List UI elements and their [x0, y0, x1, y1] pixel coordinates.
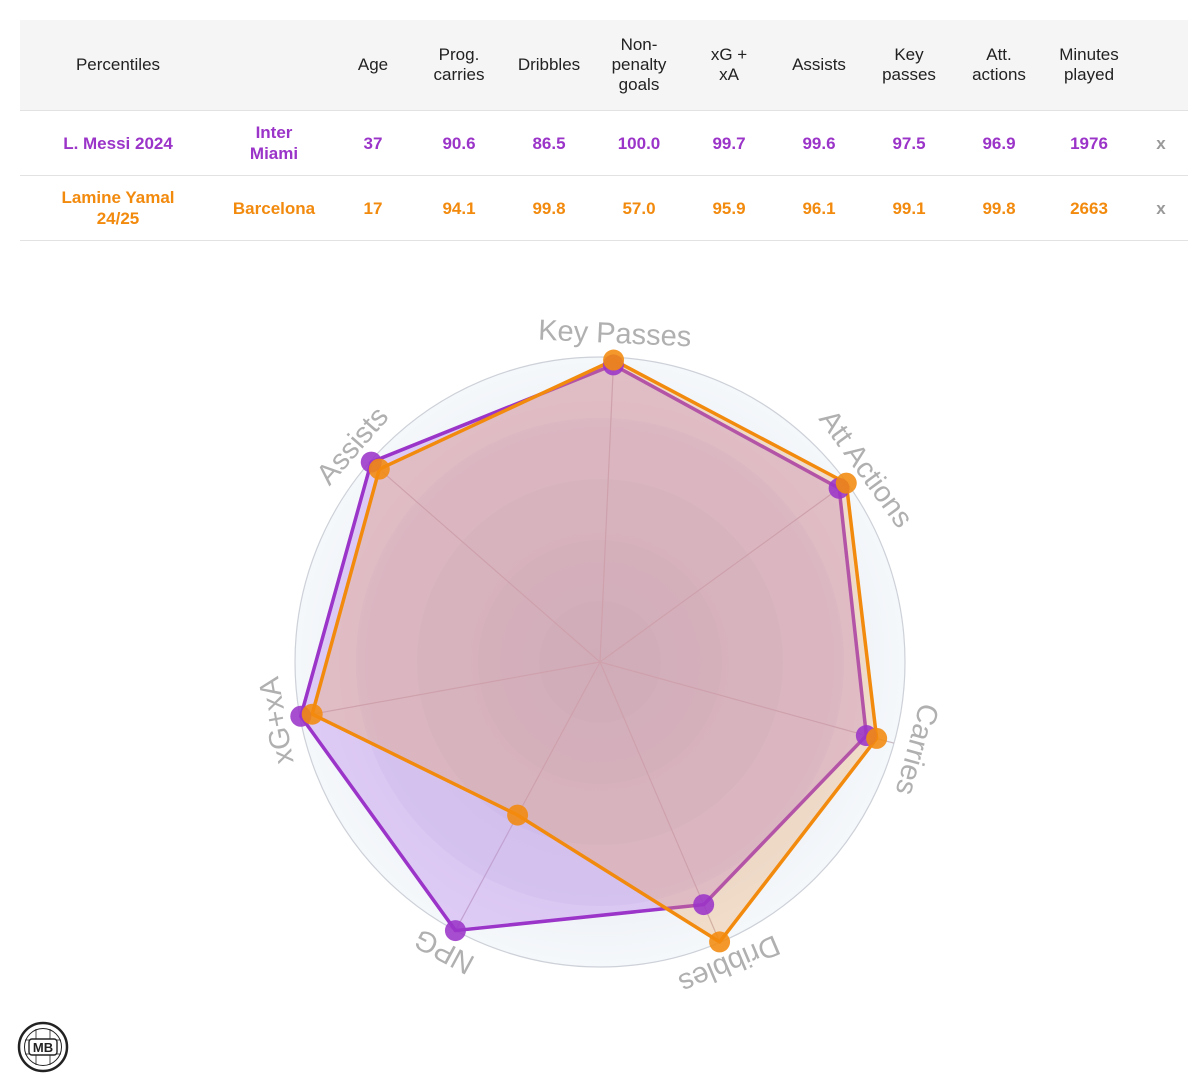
radar-point-series-2 — [835, 472, 857, 494]
radar-point-series-2 — [709, 931, 731, 953]
stat-minutes-played: 1976 — [1044, 110, 1134, 176]
header-age: Age — [357, 55, 389, 74]
player-name: Lamine Yamal 24/25 — [20, 175, 216, 241]
stat-prog-carries: 90.6 — [414, 110, 504, 176]
header-key-passes: Key passes — [882, 45, 936, 84]
logo-text: MB — [33, 1040, 53, 1055]
radar-point-series-1 — [693, 894, 715, 916]
stat-xg-xa: 95.9 — [684, 175, 774, 241]
stat-dribbles: 99.8 — [504, 175, 594, 241]
stat-key-passes: 97.5 — [864, 110, 954, 176]
stats-table: Percentiles Age Prog. carries Dribbles Non-pe… — [20, 20, 1188, 241]
header-xg-xa: xG + xA — [710, 45, 748, 84]
team-name: Barcelona — [216, 175, 332, 241]
radar-point-series-1 — [444, 920, 466, 942]
remove-row-button[interactable]: x — [1134, 175, 1188, 241]
radar-point-series-2 — [368, 458, 390, 480]
stat-xg-xa: 99.7 — [684, 110, 774, 176]
radar-point-series-2 — [866, 727, 888, 749]
header-dribbles: Dribbles — [517, 55, 581, 74]
radar-point-series-2 — [603, 349, 625, 371]
team-name: Inter Miami — [216, 110, 332, 176]
table-row: L. Messi 2024 Inter Miami 37 90.6 86.5 100.0 99… — [20, 110, 1188, 176]
stat-assists: 96.1 — [774, 175, 864, 241]
header-percentiles: Percentiles — [75, 55, 161, 74]
radar-spoke — [454, 661, 601, 931]
radar-series-layer — [290, 349, 888, 953]
radar-spoke — [369, 460, 601, 663]
header-att-actions: Att. actions — [972, 45, 1026, 84]
radar-spoke — [299, 661, 601, 718]
table-header-row: Percentiles Age Prog. carries Dribbles Non-pe… — [20, 20, 1188, 111]
stat-age: 37 — [332, 110, 414, 176]
radar-spoke — [599, 661, 895, 744]
radar-area-series-2 — [310, 358, 879, 944]
table-row: Lamine Yamal 24/25 Barcelona 17 94.1 99.8 57.0… — [20, 175, 1188, 241]
stat-prog-carries: 94.1 — [414, 175, 504, 241]
radar-spoke — [599, 482, 848, 663]
radar-spoke — [599, 357, 615, 663]
remove-row-button[interactable]: x — [1134, 110, 1188, 176]
stat-npg: 57.0 — [594, 175, 684, 241]
stat-key-passes: 99.1 — [864, 175, 954, 241]
stat-assists: 99.6 — [774, 110, 864, 176]
stat-npg: 100.0 — [594, 110, 684, 176]
header-npg: Non-penalty goals — [611, 35, 667, 94]
stat-dribbles: 86.5 — [504, 110, 594, 176]
stat-att-actions: 99.8 — [954, 175, 1044, 241]
header-prog-carries: Prog. carries — [433, 45, 485, 84]
stat-minutes-played: 2663 — [1044, 175, 1134, 241]
header-minutes-played: Minutes played — [1059, 45, 1119, 84]
mb-logo: MB — [17, 1021, 69, 1073]
axis-label: Key Passes — [538, 315, 692, 354]
radar-area-series-1 — [299, 363, 869, 933]
radar-axis-lines — [299, 357, 895, 943]
stat-age: 17 — [332, 175, 414, 241]
radar-point-series-2 — [507, 804, 529, 826]
header-assists: Assists — [792, 55, 846, 74]
player-name: L. Messi 2024 — [20, 110, 216, 176]
radar-point-series-2 — [301, 703, 323, 725]
stat-att-actions: 96.9 — [954, 110, 1044, 176]
